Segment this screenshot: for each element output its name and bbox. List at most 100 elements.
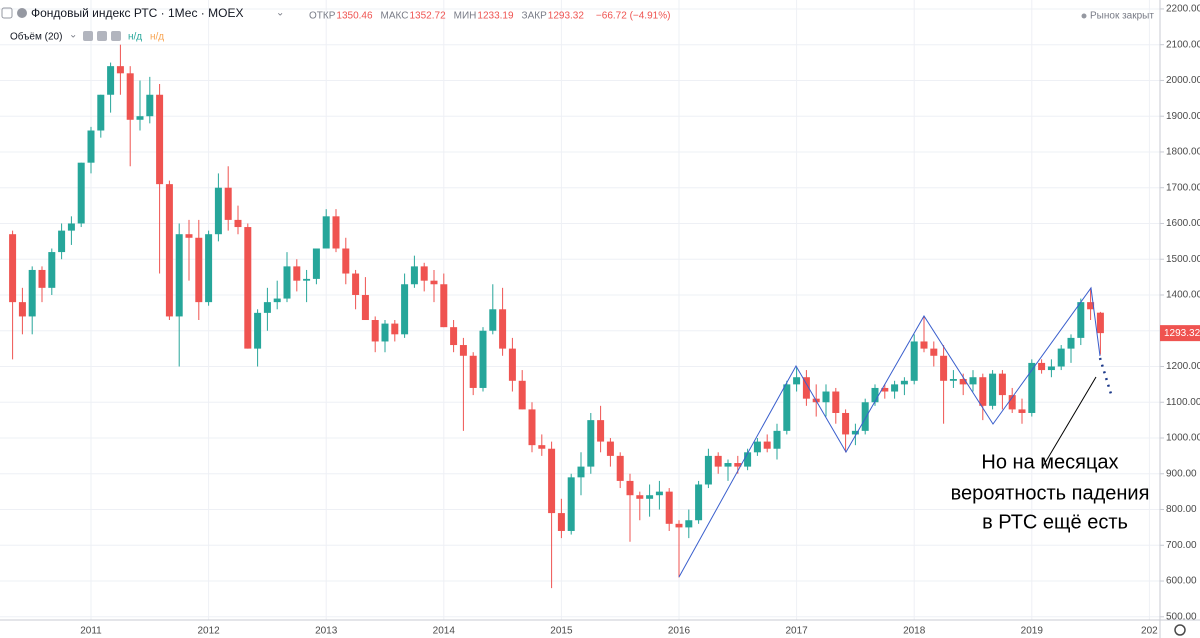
candle-body <box>28 269 36 317</box>
ohlc-label: ОТКР <box>309 11 336 22</box>
y-tick-label: 2000.00 <box>1166 75 1200 86</box>
candle-body <box>989 373 997 406</box>
candle-body <box>832 391 840 413</box>
candle-body <box>891 384 899 392</box>
annotation-leader <box>1041 376 1097 469</box>
candle-body <box>979 377 987 406</box>
candle-body <box>126 73 134 120</box>
y-tick-label: 1900.00 <box>1166 111 1200 122</box>
candle-body <box>273 298 281 303</box>
candle-body <box>695 484 703 521</box>
candle-body <box>1057 348 1065 367</box>
collapse-icon[interactable] <box>1 7 13 19</box>
candle-body <box>1038 362 1046 371</box>
candle-body <box>528 409 536 446</box>
candle-body <box>293 266 301 281</box>
candle-body <box>136 116 144 120</box>
x-tick-label: 2014 <box>433 626 456 637</box>
candle-body <box>195 237 203 303</box>
candle-body <box>214 187 222 235</box>
candle-body <box>753 441 761 453</box>
candle-body <box>910 341 918 381</box>
price-label-box <box>1160 325 1200 342</box>
close-icon[interactable] <box>111 31 121 41</box>
eye-icon[interactable] <box>83 31 93 41</box>
candle-body <box>861 402 869 431</box>
candle-body <box>822 391 830 403</box>
x-tick-label: 2016 <box>668 626 691 637</box>
candle-body <box>783 384 791 431</box>
settings-gear[interactable] <box>1174 624 1186 636</box>
status-dot <box>1081 13 1087 19</box>
y-tick-label: 900.00 <box>1166 468 1197 479</box>
y-tick-label: 1200.00 <box>1166 361 1200 372</box>
candle-body <box>312 248 320 279</box>
settings-icon[interactable] <box>97 31 107 41</box>
dropdown-arrow[interactable]: ⌄ <box>69 30 77 41</box>
price-label: 1293.32 <box>1164 328 1200 339</box>
candle-body <box>97 94 105 131</box>
volume-ma-value: н/д <box>150 32 164 43</box>
symbol-icon <box>17 8 27 18</box>
y-tick-label: 1000.00 <box>1166 433 1200 444</box>
candle-body <box>18 302 26 317</box>
candle-body <box>1096 312 1104 334</box>
candle-body <box>440 284 448 328</box>
candle-body <box>685 520 693 528</box>
candle-body <box>420 266 428 281</box>
candle-body <box>401 284 409 335</box>
y-tick-label: 500.00 <box>1166 611 1197 622</box>
candle-body <box>391 323 399 335</box>
candle-body <box>773 430 781 449</box>
candle-body <box>881 387 889 392</box>
y-tick-label: 700.00 <box>1166 540 1197 551</box>
candle-body <box>636 495 644 499</box>
candle-body <box>577 466 585 478</box>
y-tick-label: 800.00 <box>1166 504 1197 515</box>
candle-body <box>224 187 232 220</box>
market-status: Рынок закрыт <box>1090 11 1154 22</box>
symbol-title: Фондовый индекс РТС · 1Мес · MOEX <box>31 6 243 20</box>
candle-body <box>665 491 673 524</box>
candle-body <box>842 412 850 435</box>
x-tick-label: 202 <box>1141 626 1158 637</box>
candle-body <box>518 380 526 410</box>
candle-body <box>410 266 418 285</box>
y-tick-label: 1400.00 <box>1166 290 1200 301</box>
ohlc-value: 1293.32 <box>548 11 585 22</box>
candle-body <box>332 216 340 249</box>
dropdown-arrow[interactable]: ⌄ <box>276 8 284 19</box>
candle-body <box>263 302 271 313</box>
trend-line <box>678 286 1101 578</box>
y-tick-label: 600.00 <box>1166 576 1197 587</box>
x-tick-label: 2012 <box>197 626 220 637</box>
candle-body <box>9 234 17 303</box>
candle-body <box>655 491 663 496</box>
ohlc-value: 1233.19 <box>477 11 514 22</box>
candle-body <box>58 230 66 253</box>
candle-body <box>900 380 908 385</box>
candle-body <box>616 455 624 481</box>
candle-body <box>499 309 507 349</box>
candle-body <box>77 162 85 224</box>
candle-body <box>646 495 654 499</box>
candle-body <box>704 455 712 485</box>
candle-body <box>871 387 879 403</box>
y-tick-label: 1100.00 <box>1166 397 1200 408</box>
candle-body <box>283 266 291 299</box>
y-tick-label: 2100.00 <box>1166 39 1200 50</box>
candle-body <box>1018 409 1026 413</box>
x-tick-label: 2011 <box>80 626 102 637</box>
x-tick-label: 2013 <box>315 626 338 637</box>
candle-body <box>205 234 213 303</box>
candle-body <box>724 463 732 467</box>
x-tick-label: 2017 <box>785 626 808 637</box>
candle-body <box>998 373 1006 396</box>
candle-body <box>538 445 546 449</box>
y-tick-label: 2200.00 <box>1166 4 1200 15</box>
candle-body <box>303 278 311 281</box>
candle-body <box>489 309 497 331</box>
candle-body <box>548 448 556 514</box>
candle-body <box>371 320 379 342</box>
